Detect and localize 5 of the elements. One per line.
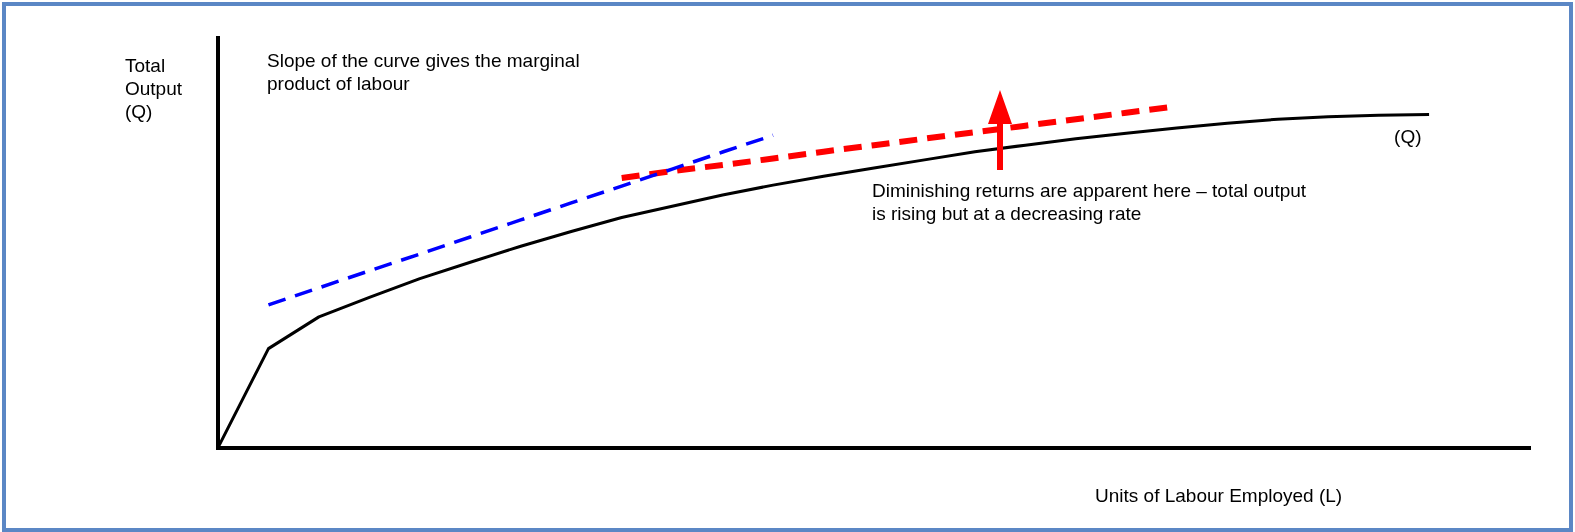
x-axis-title: Units of Labour Employed (L) xyxy=(1095,485,1343,508)
y-axis-title: Total Output (Q) xyxy=(125,55,184,124)
text: Slope of the curve gives the marginal product of labour xyxy=(267,50,581,96)
series-label: (Q) xyxy=(1394,126,1422,150)
annotation: Diminishing returns are apparent here – total output is rising but at a decreasing rate xyxy=(872,180,1308,226)
